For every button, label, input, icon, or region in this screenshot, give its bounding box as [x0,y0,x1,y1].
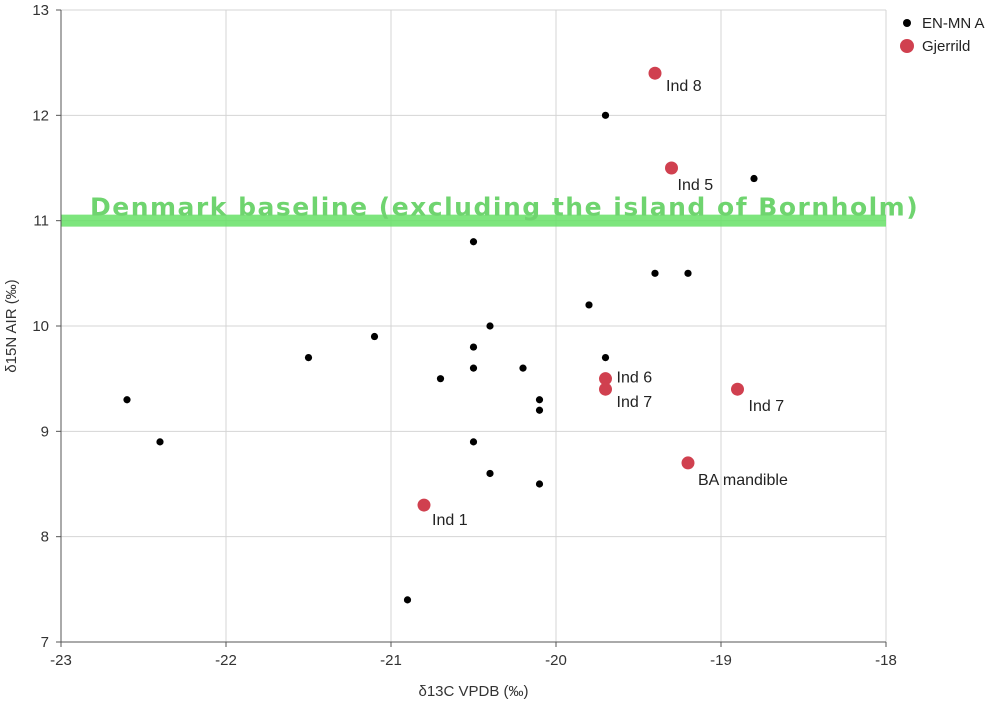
en-mn-a-point [684,269,692,277]
baseline-label: Denmark baseline (excluding the island o… [90,193,919,222]
en-mn-a-point [469,238,478,246]
gjerrild-point [599,372,612,386]
en-mn-a-point [750,174,758,183]
point-label: Ind 6 [617,370,653,387]
en-mn-a-point [535,480,544,488]
y-tick-label: 7 [41,634,49,651]
y-tick-label: 10 [32,318,49,335]
en-mn-a-point [370,332,379,341]
y-tick-label: 9 [41,423,49,440]
legend: EN-MN A Gjerrild [900,15,985,55]
gjerrild-point [417,498,431,512]
gjerrild-point [599,382,612,396]
legend-entry: Gjerrild [922,38,970,55]
data-points [123,66,758,604]
x-axis-title: δ13C VPDB (‰) [418,683,528,700]
legend-entry: EN-MN A [922,15,985,32]
x-tick-label: -23 [50,652,72,669]
point-label: Ind 7 [749,398,785,415]
en-mn-a-point [436,375,445,383]
en-mn-a-point [403,596,412,604]
legend-marker [903,19,911,27]
x-tick-label: -18 [875,652,897,669]
en-mn-a-point [601,111,610,119]
en-mn-a-point [535,396,544,404]
en-mn-a-point [156,438,164,446]
en-mn-a-point [519,364,527,372]
tick-labels: -23 -22 -21 -20 -19 -18 7 8 9 10 11 12 13 [32,2,897,669]
gjerrild-point [681,456,695,470]
en-mn-a-point [469,438,478,446]
en-mn-a-point [123,396,131,404]
grid [60,9,887,643]
x-tick-label: -21 [380,652,402,669]
en-mn-a-point [601,354,610,362]
gjerrild-point [648,66,662,80]
point-label: BA mandible [698,472,788,489]
en-mn-a-point [469,343,478,351]
en-mn-a-point [486,322,494,330]
y-tick-label: 11 [33,213,49,230]
x-tick-label: -22 [215,652,237,669]
en-mn-a-point [651,269,659,277]
en-mn-a-point [585,301,593,309]
en-mn-a-point [535,406,544,414]
point-label: Ind 1 [432,512,468,529]
gjerrild-point [731,382,744,396]
y-tick-label: 8 [41,529,49,546]
gjerrild-point [665,161,678,175]
x-tick-label: -20 [545,652,567,669]
en-mn-a-point [469,364,478,372]
point-labels: Ind 8 Ind 5 Ind 6 Ind 7 Ind 7 BA mandible Ind … [432,78,788,529]
y-tick-label: 13 [32,2,49,19]
legend-marker [900,39,914,53]
x-tick-label: -19 [710,652,732,669]
point-label: Ind 7 [617,394,653,411]
y-tick-label: 12 [32,107,49,124]
point-label: Ind 8 [666,78,702,95]
point-label: Ind 5 [678,177,714,194]
reference-line-group: Denmark baseline (excluding the island o… [61,193,919,227]
y-axis-title: δ15N AIR (‰) [3,279,20,372]
en-mn-a-point [486,469,494,478]
en-mn-a-point [304,354,313,362]
